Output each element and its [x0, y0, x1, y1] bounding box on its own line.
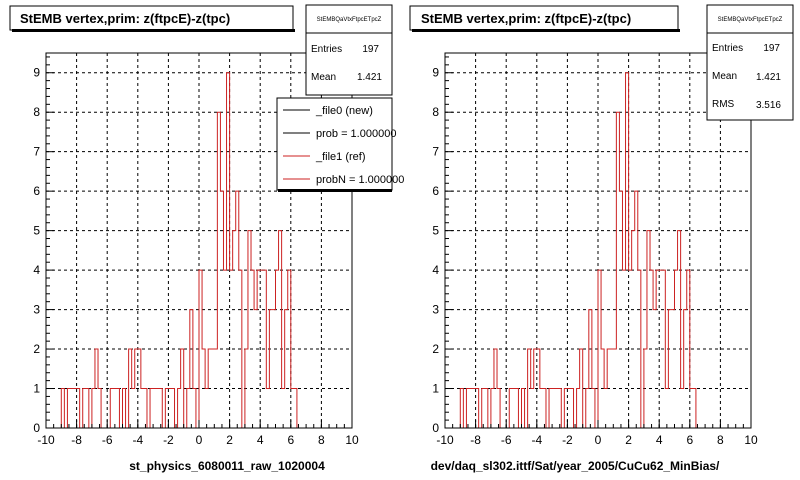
left-title-shadow — [12, 29, 295, 32]
left-x-tick-label: -2 — [163, 433, 174, 447]
right-title: StEMB vertex,prim: z(ftpcE)-z(tpc) — [421, 11, 631, 26]
right-entries-label: Entries — [712, 43, 743, 54]
legend-label-file1: _file1 (ref) — [315, 151, 366, 163]
right-x-tick-label: -4 — [531, 433, 542, 447]
left-y-ticks: 0 1 2 3 4 5 6 7 8 9 — [33, 56, 54, 435]
legend-label-prob: prob = 1.000000 — [316, 128, 396, 140]
left-x-tick-label: 2 — [226, 433, 233, 447]
left-x-tick-label: 4 — [257, 433, 264, 447]
left-y-tick-label: 1 — [33, 382, 40, 396]
right-y-tick-label: 3 — [432, 303, 439, 317]
left-y-tick-label: 5 — [33, 224, 40, 238]
right-x-tick-label: 10 — [744, 433, 758, 447]
left-title: StEMB vertex,prim: z(ftpcE)-z(tpc) — [20, 11, 230, 26]
right-title-shadow — [412, 29, 680, 32]
right-x-tick-label: 6 — [686, 433, 693, 447]
right-rms-label: RMS — [712, 99, 735, 110]
right-x-tick-label: -2 — [562, 433, 573, 447]
right-x-ticks: -10 -8 -6 -4 -2 0 2 4 6 8 10 — [436, 420, 758, 447]
right-x-label: dev/daq_sl302.ittf/Sat/year_2005/CuCu62_… — [431, 459, 720, 473]
left-stats-header: StEMBQaVtxFtpcETpcZ — [317, 17, 382, 23]
left-x-ticks: -10 -8 -6 -4 -2 0 2 4 6 8 10 — [37, 420, 359, 447]
right-y-tick-label: 7 — [432, 145, 439, 159]
left-y-tick-label: 9 — [33, 66, 40, 80]
right-x-tick-label: 2 — [625, 433, 632, 447]
left-x-tick-label: -6 — [102, 433, 113, 447]
legend-label-file0: _file0 (new) — [315, 105, 373, 117]
right-x-tick-label: -10 — [436, 433, 454, 447]
right-y-tick-label: 8 — [432, 105, 439, 119]
left-title-box — [9, 5, 294, 31]
right-x-tick-label: 0 — [595, 433, 602, 447]
right-x-tick-label: -8 — [470, 433, 481, 447]
left-stats-box — [305, 4, 393, 96]
left-x-tick-label: -8 — [71, 433, 82, 447]
legend-box — [276, 97, 393, 191]
left-x-tick-label: 10 — [345, 433, 359, 447]
left-x-tick-label: -4 — [132, 433, 143, 447]
left-y-tick-label: 6 — [33, 184, 40, 198]
right-y-tick-label: 4 — [432, 263, 439, 277]
left-x-tick-label: 8 — [318, 433, 325, 447]
right-y-tick-label: 2 — [432, 342, 439, 356]
legend-label-probn: probN = 1.000000 — [316, 174, 404, 186]
right-panel: StEMB vertex,prim: z(ftpcE)-z(tpc) -10 -8… — [409, 4, 794, 473]
right-y-ticks: 0 1 2 3 4 5 6 7 8 9 — [432, 56, 453, 435]
right-x-tick-label: 4 — [656, 433, 663, 447]
right-rms-value: 3.516 — [756, 100, 781, 111]
right-x-tick-label: -6 — [501, 433, 512, 447]
right-y-tick-label: 5 — [432, 224, 439, 238]
left-x-tick-label: 0 — [196, 433, 203, 447]
left-y-tick-label: 7 — [33, 145, 40, 159]
left-x-label: st_physics_6080011_raw_1020004 — [129, 459, 325, 473]
left-entries-value: 197 — [362, 44, 379, 55]
right-mean-label: Mean — [712, 71, 737, 82]
left-y-tick-label: 2 — [33, 342, 40, 356]
right-mean-value: 1.421 — [756, 72, 781, 83]
right-y-tick-label: 9 — [432, 66, 439, 80]
left-y-tick-label: 3 — [33, 303, 40, 317]
right-x-tick-label: 8 — [717, 433, 724, 447]
left-panel: StEMB vertex,prim: z(ftpcE)-z(tpc) -10 -8… — [9, 4, 404, 473]
right-stats-box — [706, 4, 794, 121]
left-y-tick-label: 4 — [33, 263, 40, 277]
left-x-tick-label: -10 — [37, 433, 55, 447]
left-x-tick-label: 6 — [287, 433, 294, 447]
right-stats-header: StEMBQaVtxFtpcETpcZ — [718, 17, 783, 23]
right-y-tick-label: 0 — [432, 421, 439, 435]
right-y-tick-label: 1 — [432, 382, 439, 396]
left-y-tick-label: 8 — [33, 105, 40, 119]
left-mean-label: Mean — [311, 72, 336, 83]
left-entries-label: Entries — [311, 44, 342, 55]
left-mean-value: 1.421 — [357, 72, 382, 83]
right-y-tick-label: 6 — [432, 184, 439, 198]
left-y-tick-label: 0 — [33, 421, 40, 435]
right-entries-value: 197 — [763, 43, 780, 54]
